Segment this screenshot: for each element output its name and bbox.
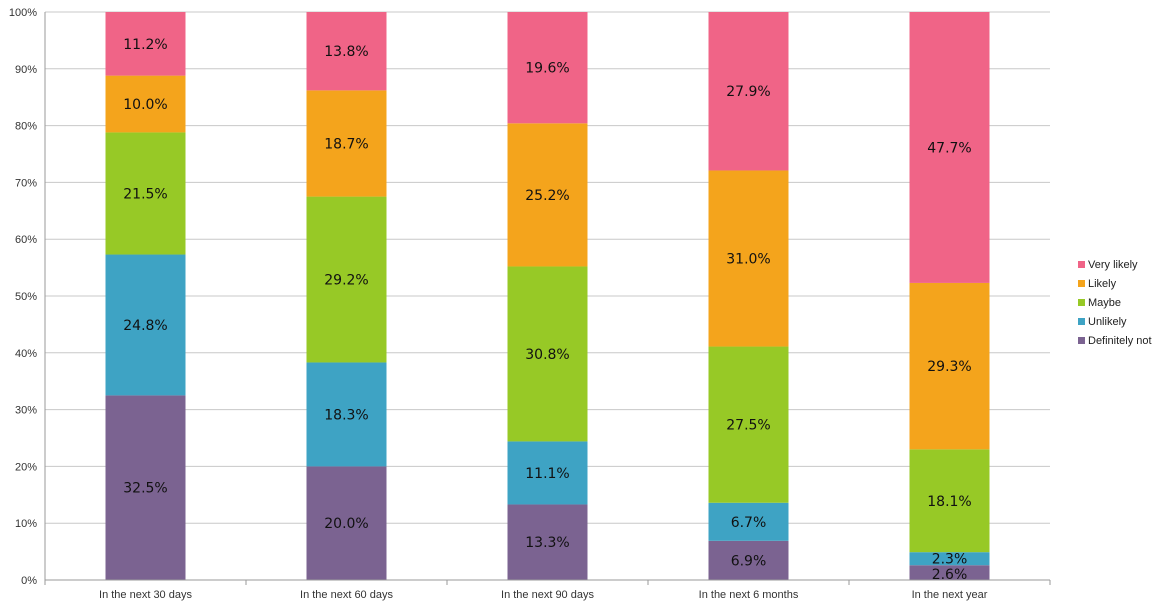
bar-segment	[507, 504, 588, 580]
bar-segment	[909, 552, 990, 566]
legend-label: Unlikely	[1088, 316, 1127, 328]
bar-stack: 32.5% 24.8% 21.5% 10.0% 11.2%	[105, 12, 186, 580]
bar-segment	[507, 441, 588, 505]
legend-item: Unlikely	[1078, 316, 1127, 328]
data-label: 11.2%	[123, 37, 167, 53]
y-tick-label: 40%	[15, 348, 37, 360]
bar-segment	[306, 90, 387, 197]
y-tick-label: 80%	[15, 121, 37, 133]
bar-segment	[708, 346, 789, 503]
data-label: 13.8%	[324, 44, 368, 60]
bar-stack: 20.0% 18.3% 29.2% 18.7% 13.8%	[306, 12, 387, 580]
data-label: 20.0%	[324, 516, 368, 532]
x-tick-label: In the next 60 days	[300, 589, 393, 601]
data-label: 29.2%	[324, 273, 368, 289]
data-label: 18.3%	[324, 407, 368, 423]
x-axis: In the next 30 days In the next 60 days In…	[44, 579, 1051, 601]
data-label: 11.1%	[525, 466, 569, 482]
bar-segment	[507, 266, 588, 442]
data-label: 2.6%	[932, 567, 968, 583]
x-tick-label: In the next 6 months	[699, 589, 799, 601]
data-label: 13.3%	[525, 535, 569, 551]
data-label: 6.9%	[731, 553, 767, 569]
legend-item: Likely	[1078, 278, 1117, 290]
legend: Very likely Likely Maybe Unlikely Definitely…	[1078, 259, 1152, 347]
bar-stack: 2.6%2.3% 18.1% 29.3% 47.7%	[909, 12, 990, 583]
bar-segment	[708, 540, 789, 580]
y-tick-label: 50%	[15, 291, 37, 303]
data-label: 18.1%	[927, 494, 971, 510]
data-label: 2.3%	[932, 552, 968, 568]
legend-label: Likely	[1088, 278, 1117, 290]
bar-segment	[909, 282, 990, 450]
legend-item: Definitely not	[1078, 335, 1152, 347]
y-tick-label: 30%	[15, 405, 37, 417]
legend-swatch	[1078, 318, 1085, 325]
y-tick-label: 70%	[15, 177, 37, 189]
data-label: 27.5%	[726, 418, 770, 434]
legend-swatch	[1078, 337, 1085, 344]
y-tick-label: 0%	[21, 575, 37, 587]
data-label: 25.2%	[525, 188, 569, 204]
data-label: 10.0%	[123, 97, 167, 113]
legend-swatch	[1078, 280, 1085, 287]
bar-segment	[105, 12, 186, 76]
bar-segment	[507, 123, 588, 267]
bar-segment	[507, 12, 588, 124]
bars: 32.5% 24.8% 21.5% 10.0% 11.2% 20.0% 18.3% 29.2%…	[105, 12, 990, 583]
legend-label: Maybe	[1088, 297, 1121, 309]
legend-item: Very likely	[1078, 259, 1138, 271]
bar-segment	[105, 395, 186, 580]
data-label: 24.8%	[123, 318, 167, 334]
data-label: 47.7%	[927, 140, 971, 156]
data-label: 29.3%	[927, 359, 971, 375]
y-tick-label: 10%	[15, 518, 37, 530]
bar-segment	[306, 196, 387, 363]
data-label: 30.8%	[525, 347, 569, 363]
bar-segment	[909, 449, 990, 553]
x-tick-label: In the next year	[912, 589, 988, 601]
y-tick-label: 20%	[15, 461, 37, 473]
bar-segment	[105, 254, 186, 396]
y-tick-label: 60%	[15, 234, 37, 246]
data-label: 31.0%	[726, 252, 770, 268]
data-label: 27.9%	[726, 84, 770, 100]
data-label: 32.5%	[123, 481, 167, 497]
data-label: 19.6%	[525, 61, 569, 77]
y-axis: 0% 10% 20% 30% 40% 50% 60% 70% 80% 90% 100%	[9, 7, 46, 587]
bar-segment	[105, 132, 186, 255]
bar-stack: 6.9% 6.7% 27.5% 31.0% 27.9%	[708, 12, 789, 580]
x-tick-label: In the next 30 days	[99, 589, 192, 601]
legend-label: Definitely not	[1088, 335, 1152, 347]
legend-swatch	[1078, 261, 1085, 268]
y-tick-label: 90%	[15, 64, 37, 76]
bar-segment	[909, 565, 990, 580]
bar-segment	[708, 12, 789, 171]
bar-segment	[306, 466, 387, 580]
bar-segment	[105, 75, 186, 133]
bar-segment	[708, 170, 789, 347]
x-tick-label: In the next 90 days	[501, 589, 594, 601]
bar-segment	[306, 12, 387, 91]
legend-label: Very likely	[1088, 259, 1138, 271]
data-label: 21.5%	[123, 186, 167, 202]
legend-swatch	[1078, 299, 1085, 306]
legend-item: Maybe	[1078, 297, 1121, 309]
data-label: 18.7%	[324, 136, 368, 152]
bar-segment	[909, 12, 990, 283]
y-tick-label: 100%	[9, 7, 37, 19]
bar-segment	[306, 362, 387, 467]
bar-segment	[708, 502, 789, 541]
data-label: 6.7%	[731, 515, 767, 531]
bar-stack: 13.3% 11.1% 30.8% 25.2% 19.6%	[507, 12, 588, 580]
